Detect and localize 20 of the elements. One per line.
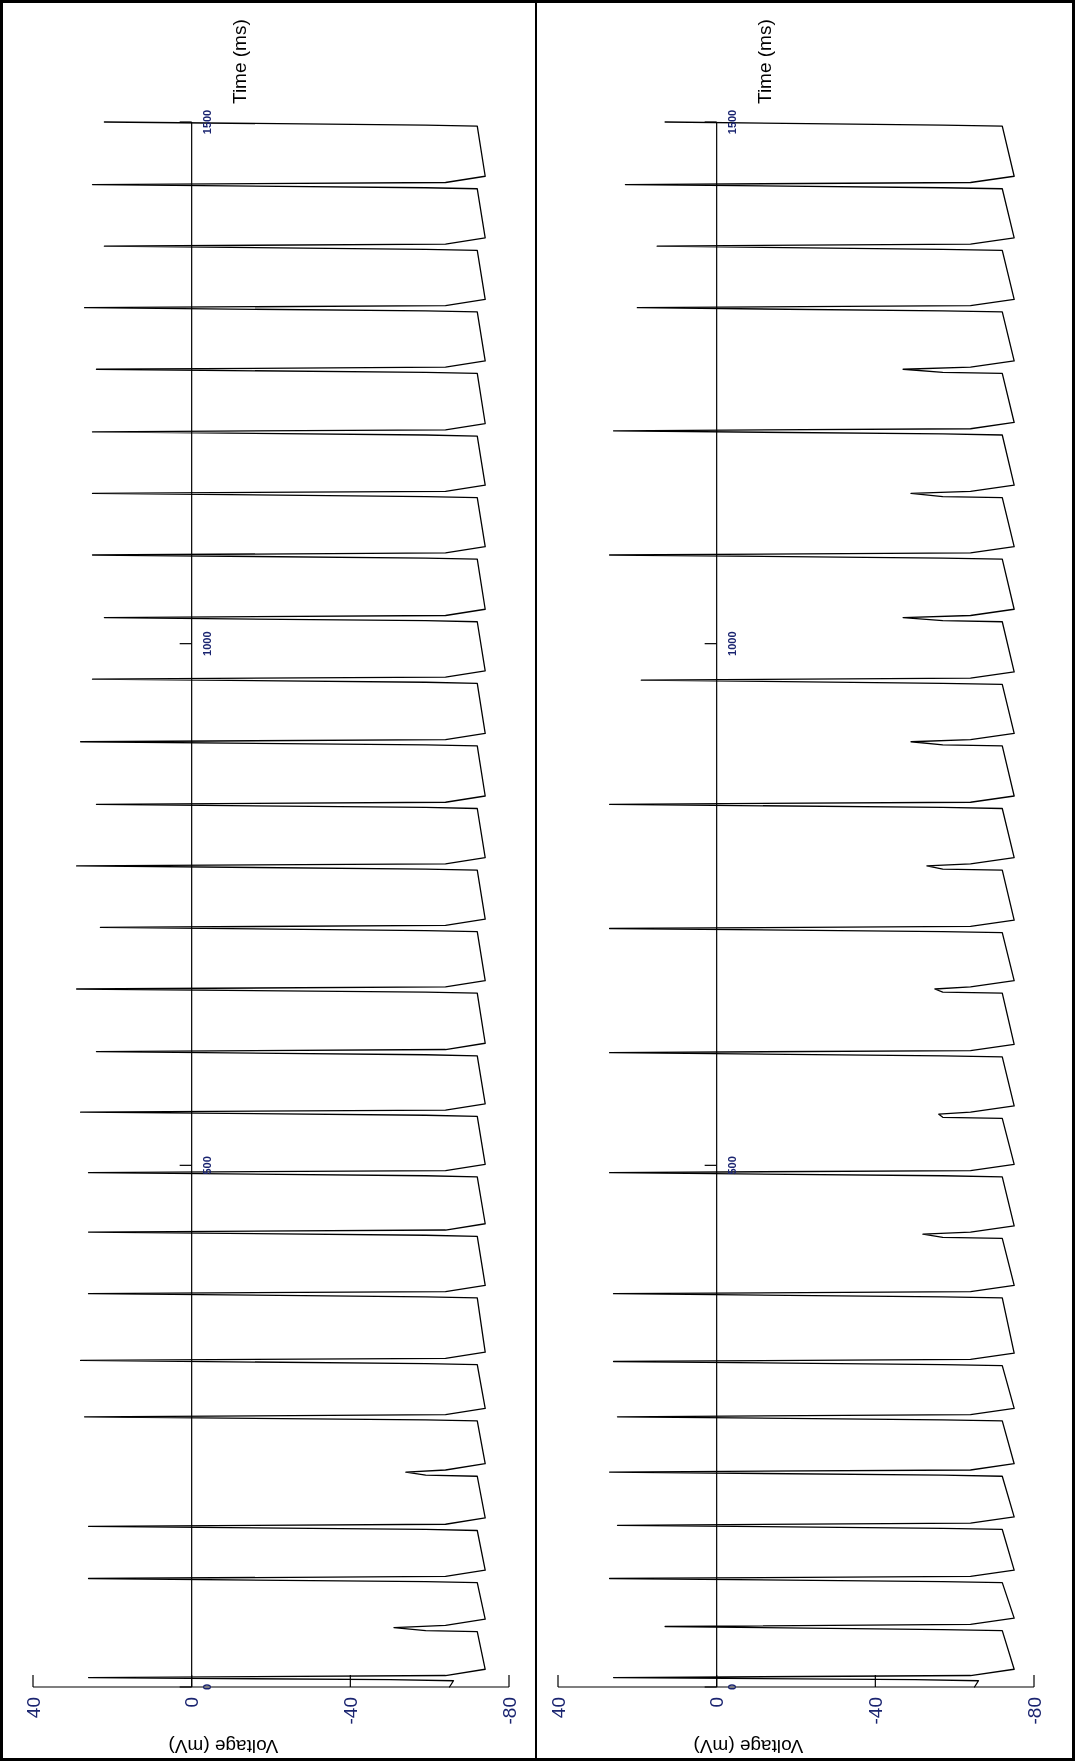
x-tick-label: -80 [498, 1697, 520, 1725]
y-tick-label: 1000 [201, 631, 214, 656]
y-tick-label: 500 [201, 1156, 214, 1175]
x-tick-label: 0 [181, 1697, 203, 1708]
x-tick-label: -80 [1023, 1697, 1045, 1725]
y-tick-label: 0 [726, 1683, 739, 1691]
x-axis-title: Voltage (mV) [693, 1736, 804, 1758]
y-axis-title: Time (ms) [754, 19, 776, 104]
y-axis-title: Time (ms) [229, 19, 251, 104]
y-tick-label: 500 [726, 1156, 739, 1175]
y-tick-label: 1500 [201, 109, 214, 135]
x-tick-label: -40 [864, 1697, 886, 1725]
y-tick-label: 0 [201, 1683, 214, 1691]
y-tick-label: 1000 [726, 631, 739, 656]
y-tick-label: 1500 [726, 109, 739, 135]
x-tick-label: 40 [22, 1697, 44, 1719]
x-tick-label: 0 [706, 1697, 728, 1708]
x-tick-label: -40 [339, 1697, 361, 1725]
x-axis-title: Voltage (mV) [168, 1736, 279, 1758]
x-tick-label: 40 [547, 1697, 569, 1719]
